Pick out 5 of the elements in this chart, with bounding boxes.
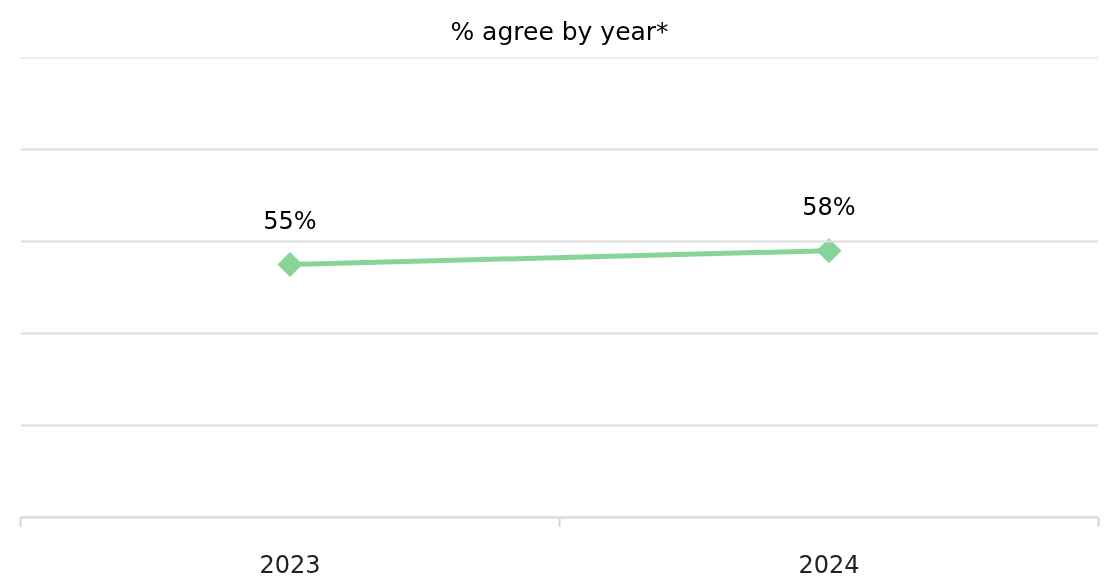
x-tick-label: 2024 [798,550,860,579]
data-label: 55% [263,206,317,235]
chart-title: % agree by year* [450,16,669,46]
data-label: 58% [802,192,856,221]
x-tick-label: 2023 [259,550,321,579]
